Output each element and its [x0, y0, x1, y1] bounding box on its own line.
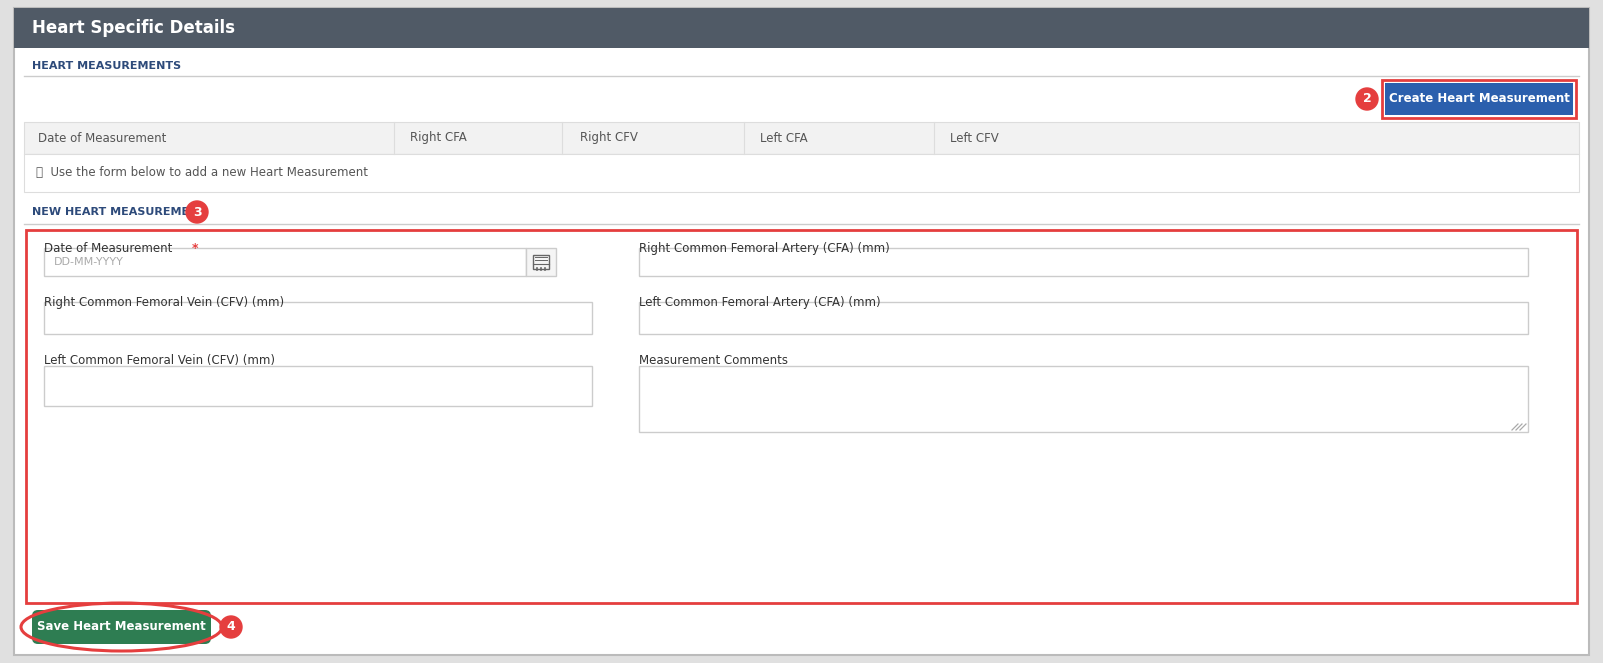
Text: Left Common Femoral Artery (CFA) (mm): Left Common Femoral Artery (CFA) (mm)	[638, 296, 880, 309]
Bar	[24, 154, 1579, 192]
Text: *: *	[192, 242, 199, 255]
Bar	[43, 248, 526, 276]
Bar	[14, 8, 1589, 48]
FancyBboxPatch shape	[32, 610, 212, 644]
Text: Right Common Femoral Vein (CFV) (mm): Right Common Femoral Vein (CFV) (mm)	[43, 296, 284, 309]
Text: HEART MEASUREMENTS: HEART MEASUREMENTS	[32, 61, 181, 71]
Bar	[1382, 80, 1576, 118]
Bar	[26, 230, 1577, 603]
Text: Left Common Femoral Vein (CFV) (mm): Left Common Femoral Vein (CFV) (mm)	[43, 354, 276, 367]
Text: NEW HEART MEASUREMENT: NEW HEART MEASUREMENT	[32, 207, 207, 217]
Bar	[638, 366, 1528, 432]
Text: 4: 4	[226, 621, 236, 634]
Text: Right CFA: Right CFA	[410, 131, 466, 145]
Bar	[1385, 83, 1573, 115]
Text: DD-MM-YYYY: DD-MM-YYYY	[55, 257, 123, 267]
Text: Date of Measurement: Date of Measurement	[38, 131, 167, 145]
Circle shape	[1356, 88, 1379, 110]
Text: Right Common Femoral Artery (CFA) (mm): Right Common Femoral Artery (CFA) (mm)	[638, 242, 890, 255]
Bar	[534, 255, 550, 269]
Bar	[43, 366, 592, 406]
Bar	[24, 122, 1579, 154]
Text: Left CFA: Left CFA	[760, 131, 808, 145]
Bar	[526, 248, 556, 276]
Text: Left CFV: Left CFV	[951, 131, 999, 145]
Text: Create Heart Measurement: Create Heart Measurement	[1388, 93, 1569, 105]
Text: Heart Specific Details: Heart Specific Details	[32, 19, 236, 37]
Text: Right CFV: Right CFV	[580, 131, 638, 145]
Circle shape	[220, 616, 242, 638]
Bar	[638, 302, 1528, 334]
Bar	[43, 302, 592, 334]
Text: Date of Measurement: Date of Measurement	[43, 242, 176, 255]
Text: 2: 2	[1363, 93, 1372, 105]
Text: 3: 3	[192, 206, 202, 219]
Text: Save Heart Measurement: Save Heart Measurement	[37, 621, 205, 634]
Circle shape	[186, 201, 208, 223]
Text: ⓘ  Use the form below to add a new Heart Measurement: ⓘ Use the form below to add a new Heart …	[35, 166, 369, 180]
Text: Measurement Comments: Measurement Comments	[638, 354, 787, 367]
Bar	[638, 248, 1528, 276]
